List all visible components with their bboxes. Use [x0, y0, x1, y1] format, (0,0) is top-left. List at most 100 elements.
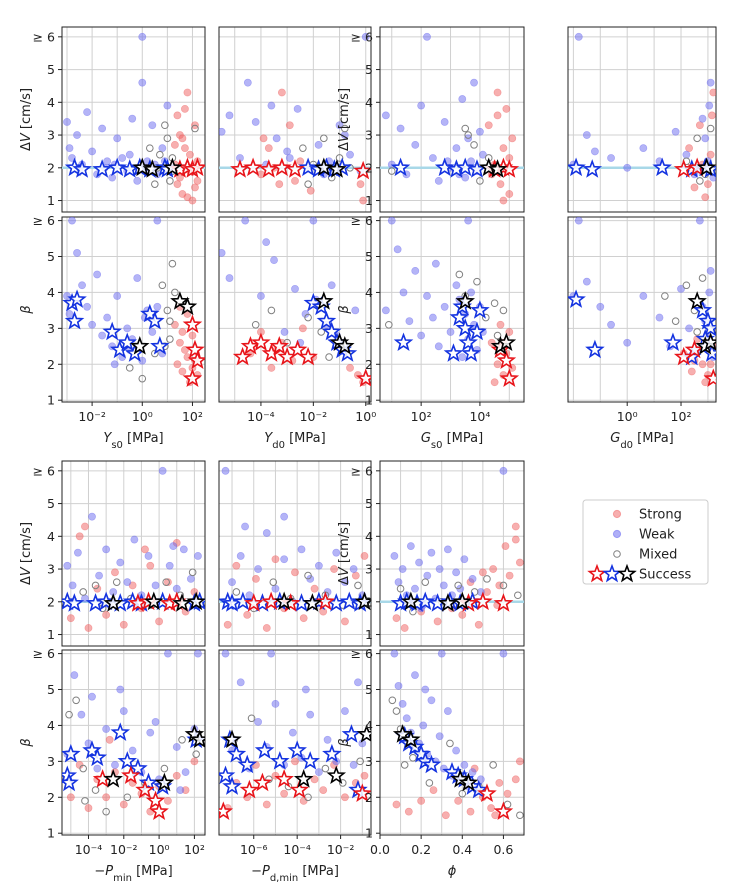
- success-star-weak: [67, 289, 87, 308]
- x-tick-label: 10⁰: [132, 409, 153, 424]
- point-mixed: [396, 584, 405, 593]
- point-weak: [262, 238, 271, 247]
- point-weak: [219, 249, 226, 257]
- point-weak: [428, 313, 437, 322]
- success-star-weak: [117, 751, 138, 770]
- point-weak: [705, 101, 714, 110]
- point-strong: [310, 584, 319, 593]
- axes-frame: [218, 460, 372, 647]
- point-weak: [243, 78, 252, 87]
- point-strong: [262, 800, 271, 809]
- point-weak: [439, 581, 448, 590]
- point-weak: [254, 565, 262, 573]
- success-star-weak: [461, 343, 481, 362]
- point-strong: [291, 757, 299, 766]
- y-axis-label: ΔV [cm/s]: [19, 522, 34, 585]
- point-weak: [419, 721, 428, 730]
- point-strong: [84, 624, 93, 632]
- point-strong: [474, 620, 483, 629]
- point-strong: [141, 545, 149, 554]
- success-star-mixed: [132, 157, 153, 177]
- point-mixed: [146, 144, 154, 152]
- success-star-weak: [110, 722, 131, 741]
- success-star-strong: [251, 332, 271, 352]
- success-star-strong: [352, 783, 371, 803]
- success-star-weak: [700, 318, 716, 337]
- success-star-weak: [652, 157, 672, 177]
- success-star-weak: [233, 591, 253, 611]
- success-star-mixed: [103, 593, 123, 612]
- legend-marker: [612, 529, 622, 539]
- point-strong: [291, 568, 299, 577]
- point-weak: [228, 578, 236, 587]
- point-weak: [128, 746, 137, 755]
- point-strong: [173, 180, 182, 189]
- point-weak: [460, 761, 469, 769]
- y-tick-label: 5: [365, 249, 373, 264]
- points: [219, 650, 371, 820]
- point-weak: [98, 331, 107, 340]
- panel-dv-ys0: 1 2 3 4 5 ≥ 6 ΔV [cm/s]: [19, 26, 206, 213]
- point-mixed: [493, 331, 502, 340]
- point-weak: [172, 584, 181, 593]
- point-weak: [405, 317, 414, 326]
- point-strong: [454, 796, 463, 805]
- point-weak: [158, 144, 167, 153]
- point-strong: [360, 771, 369, 780]
- point-weak: [138, 78, 147, 87]
- point-weak: [151, 717, 160, 726]
- point-mixed: [325, 353, 333, 361]
- y-tick-label: 3: [365, 562, 373, 577]
- point-weak: [423, 571, 432, 580]
- point-weak: [172, 743, 181, 751]
- point-strong: [81, 522, 89, 531]
- point-strong: [183, 88, 192, 97]
- point-weak: [499, 466, 508, 475]
- legend-label: Strong: [639, 508, 682, 523]
- point-mixed: [696, 177, 704, 185]
- point-weak: [591, 147, 599, 156]
- point-mixed: [464, 131, 472, 139]
- success-star-weak: [219, 765, 236, 785]
- point-mixed: [79, 588, 87, 596]
- point-weak: [68, 581, 77, 590]
- point-strong: [489, 565, 498, 573]
- point-weak: [103, 313, 112, 322]
- success-star-weak: [82, 740, 102, 759]
- point-strong: [181, 144, 189, 153]
- point-weak: [181, 768, 190, 777]
- y-tick-label: 1: [365, 393, 373, 408]
- success-star-weak: [300, 751, 320, 770]
- point-mixed: [320, 134, 328, 143]
- point-strong: [181, 104, 189, 113]
- legend-item-success: Success: [587, 563, 692, 583]
- point-weak: [103, 157, 112, 166]
- success-star-mixed: [314, 291, 334, 310]
- y-tick-label: 2: [365, 357, 373, 372]
- y-tick-label: ≥ 6: [33, 463, 55, 478]
- point-strong: [299, 796, 308, 805]
- point-weak: [70, 671, 79, 680]
- point-weak: [163, 101, 172, 110]
- success-star-weak: [107, 157, 127, 177]
- x-tick-label: 0.2: [411, 842, 431, 857]
- point-mixed: [455, 270, 464, 279]
- success-star-weak: [322, 743, 342, 763]
- x-tick-label: 0.0: [370, 842, 390, 857]
- x-tick-label: 0.6: [493, 842, 513, 857]
- point-strong: [501, 542, 510, 551]
- points: [381, 217, 520, 387]
- axes-frame: [61, 649, 206, 836]
- point-weak: [476, 127, 484, 136]
- success-star-mixed: [458, 772, 479, 792]
- success-star-mixed: [401, 729, 421, 749]
- point-weak: [241, 217, 250, 225]
- x-tick-label: 10⁰: [149, 842, 170, 857]
- point-weak: [381, 306, 390, 315]
- legend-star: [602, 563, 622, 583]
- point-strong: [193, 176, 202, 185]
- point-weak: [293, 104, 302, 113]
- point-weak: [102, 725, 111, 733]
- point-strong: [341, 793, 349, 802]
- point-weak: [671, 127, 680, 136]
